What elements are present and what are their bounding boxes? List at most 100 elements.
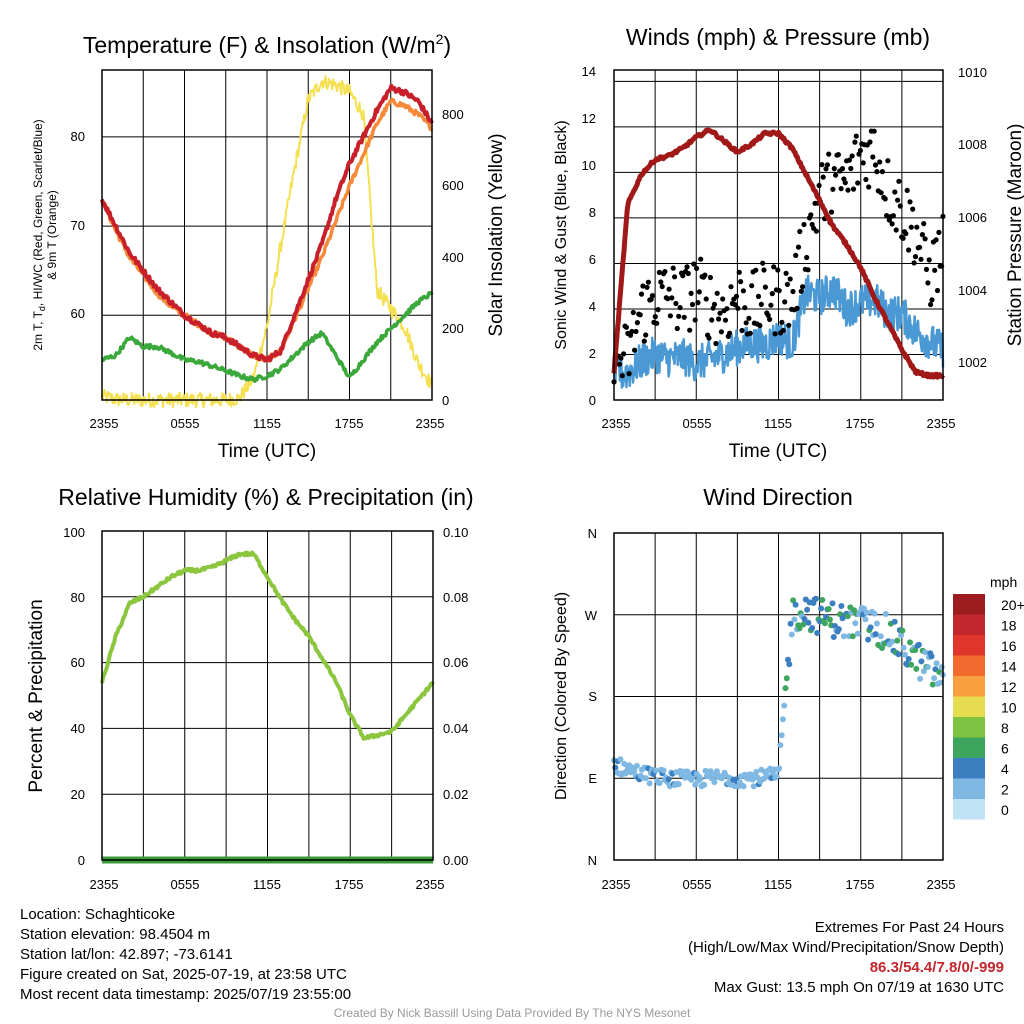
gust-point bbox=[707, 274, 714, 281]
gust-point bbox=[914, 224, 920, 230]
gust-point bbox=[641, 338, 647, 344]
gust-point bbox=[776, 288, 782, 294]
gust-point bbox=[911, 260, 917, 266]
gust-point bbox=[769, 291, 775, 297]
legend-title: mph bbox=[990, 574, 1017, 590]
gust-point bbox=[710, 305, 716, 311]
direction-point bbox=[922, 649, 929, 656]
direction-point bbox=[908, 661, 915, 668]
winds-x-tick: 2355 bbox=[602, 416, 631, 431]
speed-legend: mph 20+ 18 16 14 12 10 8 6 4 2 0 bbox=[953, 574, 1024, 820]
gust-point bbox=[835, 152, 842, 158]
direction-point bbox=[819, 597, 826, 603]
direction-x-tick: 1155 bbox=[764, 877, 792, 892]
winds-right-tick: 1008 bbox=[958, 137, 987, 152]
direction-point bbox=[781, 702, 788, 709]
gust-point bbox=[808, 212, 814, 218]
gust-point bbox=[674, 325, 680, 332]
direction-point bbox=[863, 609, 870, 616]
humidity-x-tick: 2355 bbox=[90, 877, 119, 892]
gust-point bbox=[897, 203, 903, 209]
direction-point bbox=[854, 630, 861, 637]
winds-left-tick: 14 bbox=[582, 64, 596, 79]
gust-point bbox=[665, 296, 671, 302]
gust-point bbox=[694, 265, 700, 271]
station-elevation: Station elevation: 98.4504 m bbox=[20, 926, 211, 943]
legend-label: 10 bbox=[1001, 700, 1017, 716]
gust-point bbox=[892, 189, 898, 195]
direction-point bbox=[873, 620, 880, 627]
direction-point bbox=[829, 600, 836, 607]
humidity-right-tick: 0.08 bbox=[443, 590, 468, 605]
gust-point bbox=[755, 293, 762, 299]
gust-point bbox=[923, 266, 930, 272]
temperature-right-tick: 800 bbox=[442, 107, 464, 122]
humidity-right-tick: 0.06 bbox=[443, 655, 468, 670]
temperature-y-label-left: 2m T, Td, HI/WC (Red, Green, Scarlet/Blu… bbox=[31, 119, 47, 350]
gust-point bbox=[662, 269, 668, 275]
gust-point bbox=[907, 199, 913, 205]
winds-right-tick: 1006 bbox=[958, 210, 987, 225]
legend-label: 12 bbox=[1001, 679, 1017, 695]
temperature-x-tick: 2355 bbox=[90, 416, 119, 431]
winds-right-tick: 1010 bbox=[958, 65, 987, 80]
legend-label: 20+ bbox=[1001, 597, 1024, 613]
gust-point bbox=[813, 228, 820, 234]
gust-point bbox=[855, 180, 861, 186]
winds-frame bbox=[613, 69, 944, 401]
gust-point bbox=[735, 305, 741, 311]
winds-right-tick: 1002 bbox=[958, 355, 987, 370]
gust-point bbox=[629, 328, 635, 335]
gust-point bbox=[687, 327, 693, 333]
gust-point bbox=[652, 314, 658, 320]
winds-title: Winds (mph) & Pressure (mb) bbox=[626, 24, 930, 50]
pressure-line bbox=[611, 127, 946, 380]
gust-point bbox=[867, 139, 873, 145]
legend-label: 2 bbox=[1001, 782, 1009, 798]
gust-point bbox=[720, 296, 726, 302]
gust-point bbox=[787, 276, 793, 282]
gust-point bbox=[702, 272, 708, 278]
gust-point bbox=[765, 312, 771, 318]
direction-point bbox=[796, 625, 803, 632]
gust-point bbox=[842, 180, 848, 186]
legend-label: 0 bbox=[1001, 802, 1009, 818]
direction-point bbox=[783, 675, 790, 682]
gust-point bbox=[820, 174, 826, 180]
direction-point bbox=[786, 661, 793, 668]
gust-point bbox=[645, 279, 652, 285]
direction-point bbox=[782, 685, 789, 692]
winds-left-tick: 10 bbox=[582, 158, 596, 173]
gust-point bbox=[738, 279, 744, 285]
gust-point bbox=[655, 307, 661, 313]
gust-point bbox=[717, 310, 723, 316]
direction-point bbox=[778, 732, 785, 739]
direction-point bbox=[882, 611, 889, 617]
temperature-x-tick: 1155 bbox=[253, 416, 281, 431]
direction-point bbox=[801, 616, 808, 622]
direction-point bbox=[702, 767, 709, 774]
gust-point bbox=[863, 176, 869, 183]
gust-point bbox=[831, 166, 837, 172]
direction-point bbox=[840, 633, 847, 640]
direction-point bbox=[889, 638, 896, 645]
humidity-left-tick: 60 bbox=[71, 655, 85, 670]
direction-point bbox=[785, 656, 791, 663]
gust-point bbox=[747, 330, 753, 336]
direction-point bbox=[918, 658, 925, 665]
direction-point bbox=[938, 664, 945, 671]
direction-point bbox=[809, 625, 816, 631]
direction-point bbox=[773, 773, 780, 780]
gust-point bbox=[634, 320, 641, 326]
gust-point bbox=[772, 331, 778, 337]
gust-point bbox=[736, 269, 742, 275]
winds-y-label-right: Station Pressure (Maroon) bbox=[1005, 124, 1024, 347]
gust-point bbox=[757, 322, 763, 329]
gust-point bbox=[676, 313, 682, 319]
gust-point bbox=[768, 302, 774, 308]
gust-point bbox=[910, 206, 916, 212]
gust-point bbox=[904, 187, 910, 193]
gust-point bbox=[852, 139, 858, 145]
temperature-frame bbox=[101, 69, 433, 401]
gust-point bbox=[866, 184, 872, 190]
